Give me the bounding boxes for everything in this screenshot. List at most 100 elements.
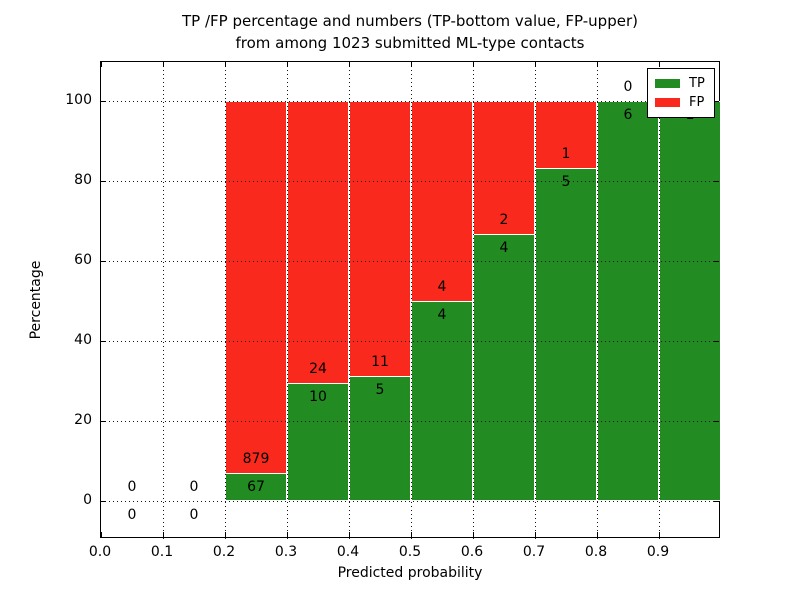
y-tick-label: 80 <box>74 172 92 188</box>
fp-bar-segment <box>287 101 349 384</box>
annotation-tp-count: 4 <box>499 240 509 257</box>
x-tick-mark <box>658 532 660 537</box>
chart-title-line2: from among 1023 submitted ML-type contac… <box>235 34 585 52</box>
y-tick-mark <box>101 100 106 102</box>
legend-label-tp: TP <box>689 76 705 91</box>
tp-bar-segment <box>411 301 473 501</box>
annotation-tp-count: 5 <box>561 173 571 190</box>
x-tick-label: 0.4 <box>336 544 360 560</box>
annotation-fp-count: 11 <box>371 354 389 370</box>
x-tick-mark <box>162 532 164 537</box>
y-tick-label: 60 <box>74 252 92 268</box>
fp-bar-segment <box>411 101 473 301</box>
tp-bar-segment <box>535 167 597 501</box>
x-tick-mark <box>286 62 288 67</box>
y-tick-mark <box>714 340 719 342</box>
fp-color-swatch <box>655 98 680 107</box>
x-tick-mark <box>224 532 226 537</box>
annotation-tp-count: 5 <box>375 382 385 398</box>
y-tick-label: 20 <box>74 412 92 428</box>
legend-entry-fp: FP <box>655 93 714 112</box>
y-tick-mark <box>101 340 106 342</box>
annotation-tp-count: 0 <box>127 507 137 523</box>
x-tick-label: 0.2 <box>212 544 236 560</box>
tp-color-swatch <box>655 79 680 88</box>
x-tick-mark <box>100 62 102 67</box>
annotation-fp-count: 2 <box>499 212 509 229</box>
fp-bar-segment <box>349 101 411 376</box>
annotation-fp-count: 879 <box>242 450 270 467</box>
grid-line-v <box>348 62 350 539</box>
x-tick-mark <box>658 62 660 67</box>
y-tick-mark <box>714 420 719 422</box>
x-tick-mark <box>410 532 412 537</box>
annotation-tp-count: 67 <box>247 478 265 495</box>
x-tick-label: 0.8 <box>584 544 608 560</box>
x-tick-mark <box>348 532 350 537</box>
grid-line-v <box>596 62 598 539</box>
annotation-fp-count: 1 <box>561 145 571 162</box>
annotation-fp-count: 0 <box>189 479 199 495</box>
legend-entry-tp: TP <box>655 74 714 93</box>
y-tick-label: 40 <box>74 332 92 348</box>
y-tick-mark <box>714 180 719 182</box>
x-tick-mark <box>534 532 536 537</box>
x-tick-label: 0.7 <box>522 544 546 560</box>
x-tick-mark <box>534 62 536 67</box>
y-tick-mark <box>101 420 106 422</box>
x-tick-label: 0.0 <box>88 544 112 560</box>
tp-bar-segment <box>597 101 659 501</box>
annotation-fp-count: 0 <box>127 479 137 495</box>
grid-line-v <box>224 62 226 539</box>
x-tick-mark <box>286 532 288 537</box>
y-tick-mark <box>714 260 719 262</box>
chart-title-line1: TP /FP percentage and numbers (TP-bottom… <box>182 12 638 30</box>
annotation-tp-count: 10 <box>309 389 327 406</box>
fp-bar-segment <box>225 101 287 473</box>
x-tick-mark <box>162 62 164 67</box>
x-tick-mark <box>348 62 350 67</box>
annotation-tp-count: 6 <box>623 107 633 123</box>
grid-line-v <box>658 62 660 539</box>
y-tick-label: 0 <box>83 492 92 508</box>
y-axis-label: Percentage <box>28 260 44 340</box>
y-tick-label: 100 <box>65 92 92 108</box>
x-tick-mark <box>100 532 102 537</box>
tp-bar-segment <box>349 376 411 501</box>
grid-line-v <box>410 62 412 539</box>
grid-line-v <box>286 62 288 539</box>
legend: TP FP <box>647 68 715 118</box>
x-tick-label: 0.6 <box>460 544 484 560</box>
x-tick-mark <box>410 62 412 67</box>
annotation-tp-count: 4 <box>437 307 447 323</box>
y-tick-mark <box>101 180 106 182</box>
chart-title: TP /FP percentage and numbers (TP-bottom… <box>100 10 720 54</box>
x-tick-label: 0.9 <box>646 544 670 560</box>
y-tick-mark <box>714 500 719 502</box>
x-tick-mark <box>596 62 598 67</box>
annotation-tp-count: 0 <box>189 507 199 523</box>
plot-area: TP FP 00008796724101154424150601 <box>100 61 721 539</box>
annotation-fp-count: 4 <box>437 279 447 295</box>
tp-bar-segment <box>287 383 349 501</box>
y-tick-mark <box>101 260 106 262</box>
legend-label-fp: FP <box>689 95 705 110</box>
x-tick-label: 0.1 <box>150 544 174 560</box>
tp-bar-segment <box>659 101 721 501</box>
y-tick-mark <box>714 100 719 102</box>
y-tick-mark <box>101 500 106 502</box>
x-tick-label: 0.3 <box>274 544 298 560</box>
grid-line-v <box>472 62 474 539</box>
x-tick-mark <box>472 62 474 67</box>
x-tick-mark <box>596 532 598 537</box>
tp-bar-segment <box>473 234 535 501</box>
grid-line-v <box>162 62 164 539</box>
tp-bar-segment <box>225 472 287 501</box>
x-tick-label: 0.5 <box>398 544 422 560</box>
annotation-fp-count: 0 <box>623 79 633 95</box>
annotation-fp-count: 24 <box>309 361 327 378</box>
fp-bar-segment <box>473 101 535 235</box>
x-tick-mark <box>224 62 226 67</box>
x-tick-mark <box>472 532 474 537</box>
